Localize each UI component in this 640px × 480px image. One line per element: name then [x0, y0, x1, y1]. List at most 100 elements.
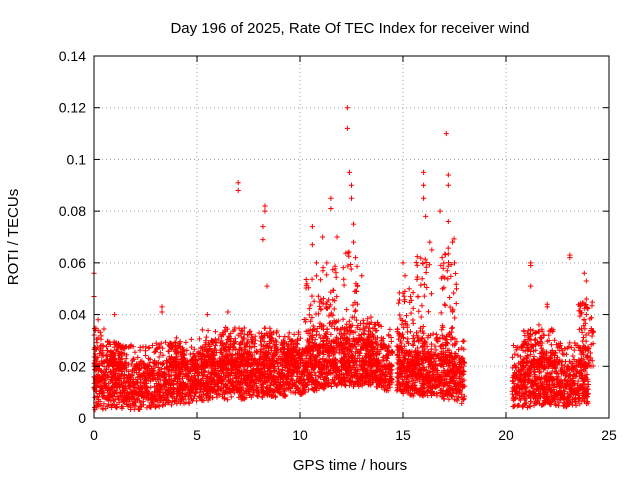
data-point-marker: [160, 345, 166, 351]
data-point-marker: [135, 393, 142, 399]
data-point-marker: [134, 364, 140, 370]
data-point-marker: [128, 361, 134, 367]
data-point-marker: [132, 349, 138, 355]
data-point-marker: [212, 343, 219, 349]
data-point-marker: [585, 381, 591, 388]
data-point-marker: [256, 391, 262, 397]
data-point-marker: [130, 344, 136, 350]
data-point-marker: [200, 388, 206, 394]
data-point-marker: [264, 379, 270, 385]
data-point-marker: [143, 352, 149, 359]
data-point-marker: [97, 399, 103, 405]
data-point-marker: [199, 327, 205, 333]
data-point-marker: [267, 325, 273, 331]
data-point-marker: [297, 335, 304, 341]
data-point-marker: [252, 370, 258, 376]
data-point-marker: [163, 372, 169, 378]
data-point-marker: [154, 376, 161, 382]
data-point-marker: [320, 377, 327, 383]
data-point-marker: [326, 353, 332, 359]
data-point-marker: [135, 354, 141, 361]
data-point-marker: [208, 375, 214, 381]
data-point-marker: [340, 372, 347, 378]
data-point-marker: [123, 356, 129, 362]
data-point-marker: [204, 373, 210, 379]
data-point-marker: [121, 371, 128, 377]
data-point-marker: [571, 347, 577, 353]
data-point-marker: [157, 350, 163, 356]
data-point-marker: [152, 363, 158, 369]
data-point-marker: [151, 384, 158, 390]
data-point-marker: [328, 383, 335, 390]
data-point-marker: [310, 377, 316, 384]
data-point-marker: [261, 325, 268, 331]
data-point-marker: [330, 346, 336, 352]
data-point-marker: [309, 374, 315, 381]
data-point-marker: [194, 356, 200, 362]
data-point-marker: [166, 399, 172, 405]
data-point-marker: [180, 370, 186, 377]
data-point-marker: [227, 389, 234, 395]
data-point-marker: [136, 366, 142, 372]
data-point-marker: [290, 373, 296, 379]
data-point-marker: [188, 344, 195, 350]
data-point-marker: [128, 404, 134, 410]
data-point-marker: [276, 333, 282, 339]
data-point-marker: [210, 378, 217, 384]
data-point-marker: [259, 394, 265, 400]
data-point-marker: [179, 390, 185, 396]
data-point-marker: [124, 352, 130, 358]
data-point-marker: [141, 393, 147, 399]
data-point-marker: [247, 391, 253, 397]
data-point-marker: [250, 353, 256, 359]
data-point-marker: [115, 396, 121, 402]
data-point-marker: [247, 328, 253, 334]
data-point-marker: [313, 372, 319, 379]
data-point-marker: [133, 403, 139, 409]
data-point-marker: [148, 384, 154, 390]
data-point-marker: [197, 389, 203, 395]
data-point-marker: [191, 353, 197, 360]
data-point-marker: [156, 404, 162, 410]
data-point-marker: [156, 354, 162, 360]
data-point-marker: [126, 369, 132, 375]
data-point-marker: [331, 380, 337, 386]
data-point-marker: [433, 331, 439, 337]
data-point-marker: [101, 401, 107, 407]
data-point-marker: [103, 344, 110, 350]
data-point-marker: [179, 375, 186, 381]
data-point-marker: [275, 366, 282, 372]
data-point-marker: [228, 394, 234, 400]
data-point-marker: [156, 359, 162, 366]
data-points: [91, 105, 597, 413]
data-point-marker: [302, 389, 308, 395]
data-point-marker: [188, 336, 194, 342]
data-point-marker: [98, 368, 104, 374]
data-point-marker: [191, 393, 198, 399]
data-point-marker: [252, 344, 258, 350]
data-point-marker: [328, 331, 334, 338]
data-point-marker: [185, 361, 191, 367]
data-point-marker: [312, 370, 318, 376]
data-point-marker: [92, 407, 98, 413]
data-point-marker: [143, 344, 149, 350]
data-point-marker: [296, 364, 302, 370]
data-point-marker: [101, 326, 107, 332]
data-point-marker: [183, 339, 189, 345]
data-point-marker: [133, 396, 139, 402]
data-point-marker: [114, 404, 120, 410]
data-point-marker: [224, 385, 230, 391]
data-point-marker: [151, 367, 157, 374]
data-point-marker: [184, 347, 190, 353]
data-point-marker: [285, 374, 291, 380]
data-point-marker: [240, 385, 246, 391]
data-point-marker: [191, 346, 197, 352]
data-point-marker: [307, 327, 313, 333]
data-point-marker: [158, 397, 164, 403]
data-point-marker: [301, 372, 308, 378]
data-point-marker: [105, 373, 111, 380]
data-point-marker: [157, 377, 163, 383]
data-point-marker: [218, 385, 224, 391]
data-point-marker: [570, 353, 576, 359]
